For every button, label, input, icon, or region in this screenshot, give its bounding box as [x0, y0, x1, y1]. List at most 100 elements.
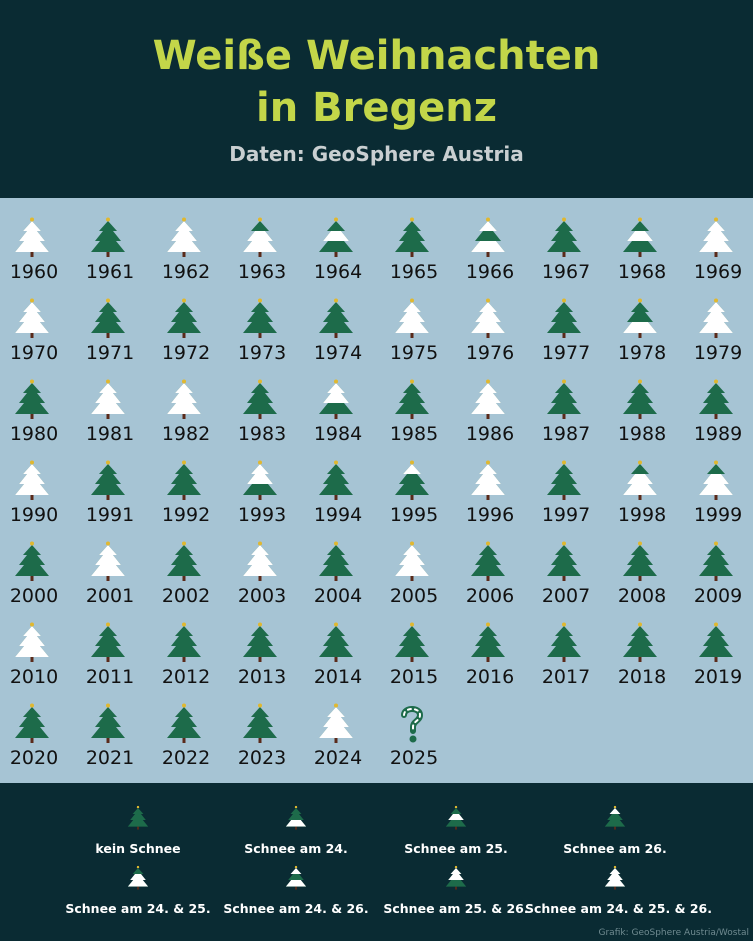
- year-label: 1966: [465, 261, 515, 283]
- year-label: 2004: [313, 585, 363, 607]
- year-label: 1965: [389, 261, 439, 283]
- year-label: 1963: [237, 261, 287, 283]
- year-cell: 1961: [72, 206, 148, 287]
- year-cell: 1999: [680, 449, 753, 530]
- year-label: 1981: [85, 423, 135, 445]
- year-label: 1986: [465, 423, 515, 445]
- year-cell: 1966: [452, 206, 528, 287]
- tree-icon: [91, 622, 125, 662]
- year-cell: 2022: [148, 692, 224, 773]
- year-label: 1970: [9, 342, 59, 364]
- legend-item: Schnee am 24. & 25. & 26.: [525, 865, 712, 925]
- tree-icon: [699, 460, 733, 500]
- year-label: 1987: [541, 423, 591, 445]
- year-label: 2012: [161, 666, 211, 688]
- year-label: 2000: [9, 585, 59, 607]
- year-cell: 1970: [0, 287, 72, 368]
- year-label: 2009: [693, 585, 743, 607]
- tree-icon: [15, 460, 49, 500]
- tree-icon: [15, 541, 49, 581]
- year-cell: 1974: [300, 287, 376, 368]
- year-label: 1991: [85, 504, 135, 526]
- year-label: 2013: [237, 666, 287, 688]
- subtitle: Daten: GeoSphere Austria: [229, 142, 524, 166]
- year-cell: 1981: [72, 368, 148, 449]
- year-label: 1998: [617, 504, 667, 526]
- year-cell: 2001: [72, 530, 148, 611]
- year-label: 1960: [9, 261, 59, 283]
- tree-icon: [167, 217, 201, 257]
- year-label: 2003: [237, 585, 287, 607]
- year-label: 1973: [237, 342, 287, 364]
- year-label: 2007: [541, 585, 591, 607]
- year-label: 1972: [161, 342, 211, 364]
- year-label: 2016: [465, 666, 515, 688]
- legend-label: Schnee am 24.: [244, 841, 348, 856]
- tree-icon: [547, 298, 581, 338]
- tree-icon: [699, 379, 733, 419]
- tree-icon: [699, 541, 733, 581]
- tree-icon: [243, 217, 277, 257]
- tree-icon: [471, 622, 505, 662]
- year-cell: 2006: [452, 530, 528, 611]
- year-cell: 2003: [224, 530, 300, 611]
- tree-icon: [623, 379, 657, 419]
- tree-icon: [623, 217, 657, 257]
- year-label: 1993: [237, 504, 287, 526]
- year-label: 2015: [389, 666, 439, 688]
- tree-icon: [471, 298, 505, 338]
- legend-tree-icon: [285, 805, 307, 830]
- tree-icon: [167, 298, 201, 338]
- year-label: 2005: [389, 585, 439, 607]
- year-cell: 1983: [224, 368, 300, 449]
- year-cell: 2023: [224, 692, 300, 773]
- year-cell: 2024: [300, 692, 376, 773]
- legend-item: kein Schnee: [48, 805, 228, 865]
- year-cell: 2011: [72, 611, 148, 692]
- year-label: 2010: [9, 666, 59, 688]
- year-label: 1974: [313, 342, 363, 364]
- tree-icon: [547, 379, 581, 419]
- tree-icon: [471, 217, 505, 257]
- year-label: 1967: [541, 261, 591, 283]
- year-cell: 2019: [680, 611, 753, 692]
- year-cell: 1994: [300, 449, 376, 530]
- year-cell: 1971: [72, 287, 148, 368]
- year-cell: 1989: [680, 368, 753, 449]
- legend-label: Schnee am 24. & 25. & 26.: [525, 901, 712, 916]
- year-cell: 1988: [604, 368, 680, 449]
- tree-icon: [623, 541, 657, 581]
- tree-icon: [91, 298, 125, 338]
- tree-icon: [167, 622, 201, 662]
- legend-item: Schnee am 25.: [366, 805, 546, 865]
- year-cell: 1982: [148, 368, 224, 449]
- year-cell: 1975: [376, 287, 452, 368]
- legend-label: Schnee am 24. & 26.: [223, 901, 369, 916]
- year-cell: 1964: [300, 206, 376, 287]
- year-label: 2021: [85, 747, 135, 769]
- tree-icon: [243, 460, 277, 500]
- tree-icon: [91, 703, 125, 743]
- year-label: 1979: [693, 342, 743, 364]
- tree-icon: [15, 298, 49, 338]
- legend-tree-icon: [604, 805, 626, 830]
- year-cell: 1997: [528, 449, 604, 530]
- tree-icon: [243, 541, 277, 581]
- year-cell: 1972: [148, 287, 224, 368]
- year-label: 1978: [617, 342, 667, 364]
- legend-item: Schnee am 24. & 25.: [48, 865, 228, 925]
- year-label: 1982: [161, 423, 211, 445]
- tree-icon: [15, 703, 49, 743]
- tree-icon: [623, 298, 657, 338]
- year-label: 1969: [693, 261, 743, 283]
- year-label: 2002: [161, 585, 211, 607]
- year-cell: 2016: [452, 611, 528, 692]
- year-cell: 1976: [452, 287, 528, 368]
- tree-icon: [699, 217, 733, 257]
- year-cell: 1993: [224, 449, 300, 530]
- tree-icon: [319, 541, 353, 581]
- year-cell: 2018: [604, 611, 680, 692]
- year-label: 2020: [9, 747, 59, 769]
- year-cell: 1984: [300, 368, 376, 449]
- year-label: 1975: [389, 342, 439, 364]
